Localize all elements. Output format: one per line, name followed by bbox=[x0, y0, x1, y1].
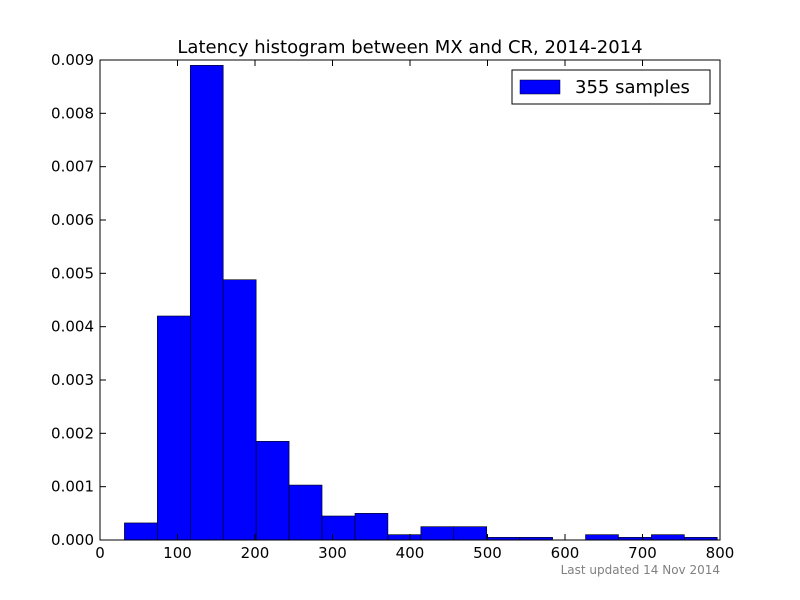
legend-swatch bbox=[519, 79, 561, 95]
x-tick-label: 700 bbox=[628, 544, 657, 562]
y-tick-label: 0.001 bbox=[51, 478, 94, 496]
histogram-bar bbox=[321, 515, 356, 541]
histogram-bar bbox=[387, 534, 422, 541]
y-tick-label: 0.009 bbox=[51, 51, 94, 69]
y-tick-label: 0.006 bbox=[51, 211, 94, 229]
histogram-bar bbox=[189, 65, 224, 541]
histogram-bar bbox=[124, 522, 158, 541]
ticks-group: 0 100 200 300 400 500 600 700 800 0.000 0.001 0.002… bbox=[51, 51, 734, 562]
y-tick-label: 0.004 bbox=[51, 318, 94, 336]
y-tick-label: 0.005 bbox=[51, 264, 94, 282]
last-updated-note: Last updated 14 Nov 2014 bbox=[561, 563, 720, 577]
y-tick-label: 0.003 bbox=[51, 371, 94, 389]
histogram-bar bbox=[354, 513, 389, 541]
y-tick-label: 0.007 bbox=[51, 158, 94, 176]
y-tick-label: 0.000 bbox=[51, 531, 94, 549]
x-tick-label: 400 bbox=[396, 544, 425, 562]
histogram-bar bbox=[651, 534, 685, 541]
legend: 355 samples bbox=[511, 69, 711, 105]
x-tick-label: 600 bbox=[551, 544, 580, 562]
histogram-bar bbox=[288, 484, 323, 541]
x-tick-label: 500 bbox=[473, 544, 502, 562]
y-tick-label: 0.002 bbox=[51, 424, 94, 442]
legend-label: 355 samples bbox=[575, 77, 690, 98]
histogram-bar bbox=[585, 534, 619, 541]
y-tick-label: 0.008 bbox=[51, 104, 94, 122]
histogram-bar bbox=[453, 526, 488, 541]
bars-group bbox=[124, 65, 718, 541]
x-tick-label: 0 bbox=[95, 544, 105, 562]
x-tick-label: 200 bbox=[241, 544, 270, 562]
histogram-bar bbox=[255, 441, 290, 541]
x-tick-label: 300 bbox=[318, 544, 347, 562]
x-tick-label: 800 bbox=[706, 544, 735, 562]
histogram-bar bbox=[420, 526, 455, 541]
histogram-bar bbox=[157, 315, 191, 541]
chart-title: Latency histogram between MX and CR, 201… bbox=[177, 37, 642, 58]
x-tick-label: 100 bbox=[163, 544, 192, 562]
histogram-bar bbox=[222, 279, 257, 541]
